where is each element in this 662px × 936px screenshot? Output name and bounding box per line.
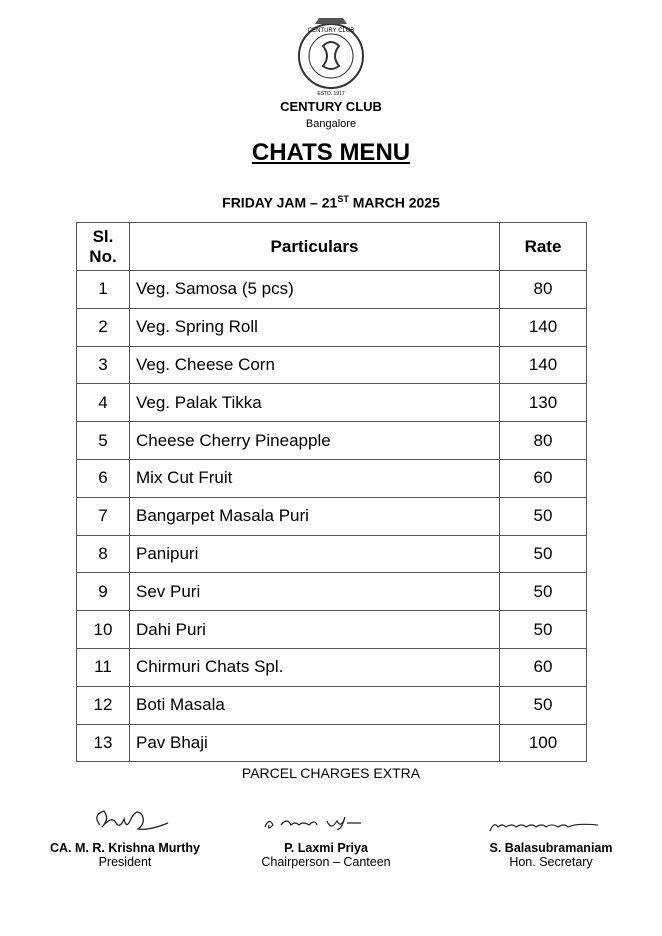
signatory-role: Hon. Secretary — [509, 855, 593, 869]
menu-row: 5 Cheese Cherry Pineapple 80 — [76, 421, 587, 460]
serial-number: 6 — [76, 458, 130, 498]
subtitle-text: MARCH 2025 — [348, 194, 440, 211]
menu-row: 1 Veg. Samosa (5 pcs) 80 — [76, 270, 587, 309]
item-rate: 80 — [499, 421, 587, 460]
serial-number: 3 — [76, 345, 130, 385]
menu-row: 7 Bangarpet Masala Puri 50 — [76, 496, 587, 536]
serial-number: 10 — [76, 610, 130, 649]
item-name: Panipuri — [129, 534, 500, 574]
item-name: Dahi Puri — [129, 610, 500, 649]
subtitle: FRIDAY JAM – 21ST MARCH 2025 — [0, 194, 662, 211]
serial-number: 2 — [76, 307, 130, 347]
menu-table: Sl. No. Particulars Rate 1 Veg. Samosa (5 pc… — [76, 222, 587, 763]
column-header: Particulars — [129, 222, 500, 271]
menu-row: 6 Mix Cut Fruit 60 — [76, 458, 587, 498]
signatures — [96, 810, 599, 832]
subtitle-sup: ST — [337, 194, 349, 204]
column-header: Rate — [499, 222, 587, 271]
item-rate: 140 — [499, 307, 587, 347]
item-name: Cheese Cherry Pineapple — [129, 421, 500, 460]
item-name: Bangarpet Masala Puri — [129, 496, 500, 536]
item-rate: 80 — [499, 270, 587, 309]
item-name: Veg. Spring Roll — [129, 307, 500, 347]
item-name: Sev Puri — [129, 572, 500, 612]
signatory-role: Chairperson – Canteen — [261, 855, 391, 869]
menu-title: CHATS MENU — [251, 139, 411, 166]
header-row: Sl. No. Particulars Rate — [76, 222, 587, 271]
item-name: Mix Cut Fruit — [129, 458, 500, 498]
serial-number: 7 — [76, 496, 130, 536]
signatory: CA. M. R. Krishna Murthy President — [25, 841, 225, 869]
item-name: Pav Bhaji — [129, 723, 500, 763]
signatory-name: P. Laxmi Priya — [284, 841, 368, 855]
signatory: P. Laxmi Priya Chairperson – Canteen — [226, 841, 426, 869]
item-name: Veg. Samosa (5 pcs) — [129, 270, 500, 309]
item-name: Chirmuri Chats Spl. — [129, 647, 500, 687]
club-city: Bangalore — [305, 118, 357, 130]
menu-row: 11 Chirmuri Chats Spl. 60 — [76, 647, 587, 687]
menu-row: 12 Boti Masala 50 — [76, 685, 587, 725]
serial-number: 12 — [76, 685, 130, 725]
item-rate: 60 — [499, 647, 587, 687]
signatory-name: CA. M. R. Krishna Murthy — [49, 841, 200, 855]
serial-number: 5 — [76, 421, 130, 460]
serial-number: 4 — [76, 383, 130, 423]
signatory-role: President — [98, 855, 152, 869]
club-name: CENTURY CLUB — [280, 99, 382, 114]
serial-number: 11 — [76, 647, 130, 687]
logo: CENTURY CLUB ESTD. 1917 — [298, 18, 364, 97]
logo-text: ESTD. 1917 — [317, 91, 344, 97]
item-rate: 130 — [499, 383, 587, 423]
signatory-name: S. Balasubramaniam — [489, 841, 613, 855]
item-name: Veg. Cheese Corn — [129, 345, 500, 385]
item-name: Boti Masala — [129, 685, 500, 725]
menu-row: 4 Veg. Palak Tikka 130 — [76, 383, 587, 423]
item-rate: 100 — [499, 723, 587, 763]
serial-number: 9 — [76, 572, 130, 612]
serial-number: 8 — [76, 534, 130, 574]
menu-row: 10 Dahi Puri 50 — [76, 610, 587, 649]
column-header: Sl. No. — [76, 222, 130, 271]
menu-row: 8 Panipuri 50 — [76, 534, 587, 574]
item-name: Veg. Palak Tikka — [129, 383, 500, 423]
item-rate: 140 — [499, 345, 587, 385]
note: PARCEL CHARGES EXTRA — [241, 765, 421, 781]
menu-row: 3 Veg. Cheese Corn 140 — [76, 345, 587, 385]
serial-number: 1 — [76, 270, 130, 309]
serial-number: 13 — [76, 723, 130, 763]
signatory: S. Balasubramaniam Hon. Secretary — [451, 841, 651, 869]
menu-row: 13 Pav Bhaji 100 — [76, 723, 587, 763]
item-rate: 60 — [499, 458, 587, 498]
menu-row: 2 Veg. Spring Roll 140 — [76, 307, 587, 347]
item-rate: 50 — [499, 534, 587, 574]
logo-text: CENTURY CLUB — [308, 28, 354, 34]
subtitle-text: FRIDAY JAM – 21 — [222, 194, 338, 211]
item-rate: 50 — [499, 685, 587, 725]
item-rate: 50 — [499, 610, 587, 649]
menu-row: 9 Sev Puri 50 — [76, 572, 587, 612]
item-rate: 50 — [499, 496, 587, 536]
item-rate: 50 — [499, 572, 587, 612]
